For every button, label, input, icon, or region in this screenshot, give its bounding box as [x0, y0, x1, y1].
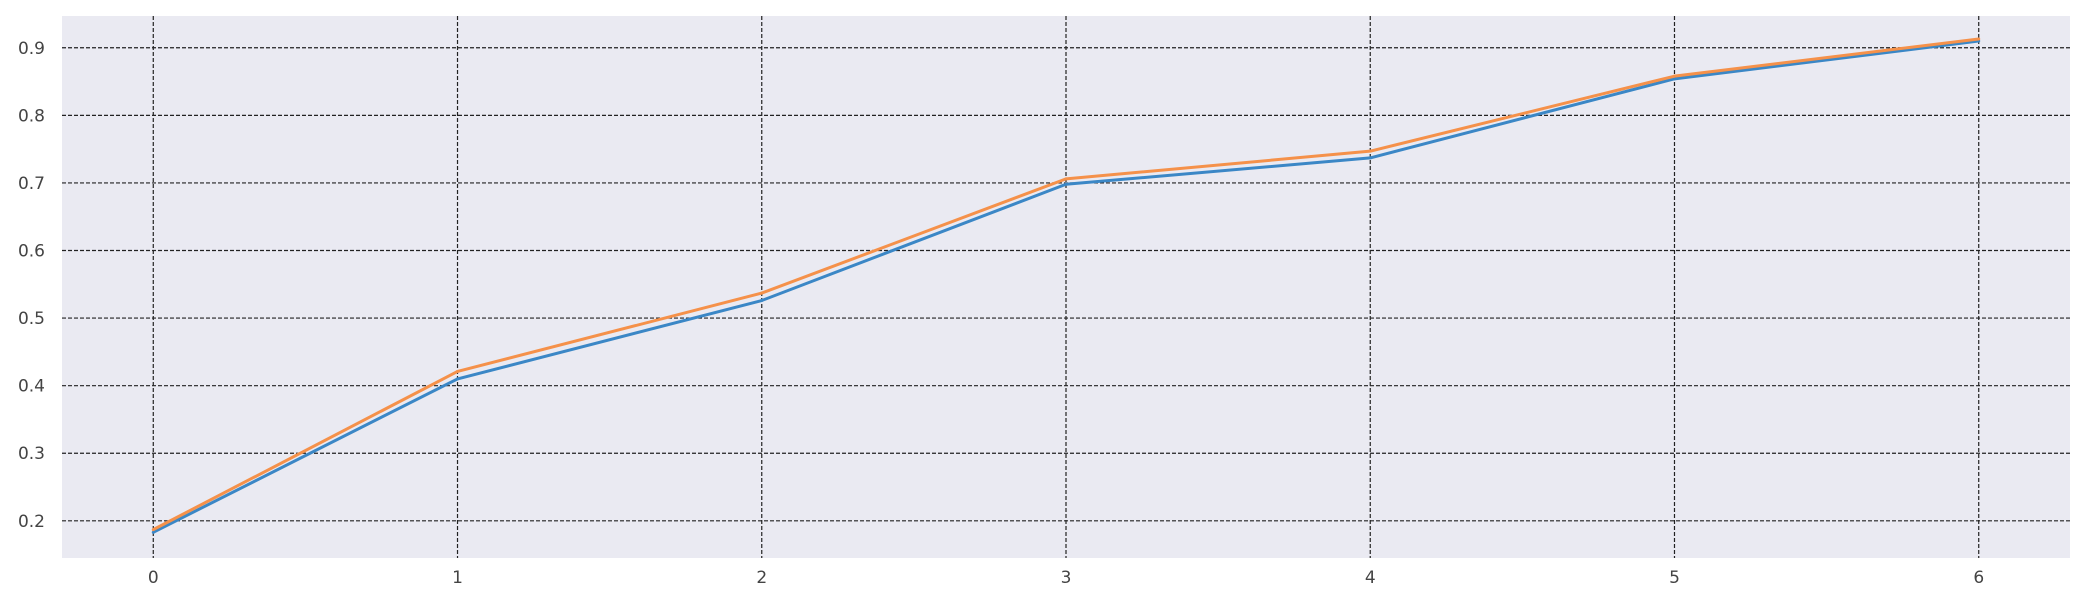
y-tick-label: 0.3 — [18, 444, 45, 464]
x-tick-label: 2 — [756, 568, 767, 588]
data-point — [1672, 74, 1676, 78]
data-point — [760, 291, 764, 295]
y-tick-label: 0.6 — [18, 242, 45, 262]
x-tick-label: 0 — [148, 568, 159, 588]
x-tick-label: 1 — [452, 568, 463, 588]
data-point — [1368, 156, 1372, 160]
x-tick-label: 5 — [1669, 568, 1680, 588]
series-2 — [151, 37, 1981, 532]
y-tick-label: 0.7 — [18, 174, 45, 194]
data-point — [760, 299, 764, 303]
x-tick-label: 3 — [1061, 568, 1072, 588]
series-lines — [151, 37, 1981, 534]
y-tick-label: 0.9 — [18, 39, 45, 59]
data-point — [1064, 177, 1068, 181]
data-point — [1977, 37, 1981, 41]
y-tick-label: 0.8 — [18, 106, 45, 126]
data-point — [1064, 182, 1068, 186]
x-tick-label: 6 — [1973, 568, 1984, 588]
data-point — [151, 528, 155, 532]
y-tick-label: 0.2 — [18, 512, 45, 532]
x-axis-tick-labels: 0 1 2 3 4 5 6 — [148, 568, 1984, 588]
data-point — [456, 377, 460, 381]
data-point — [151, 530, 155, 534]
data-point — [456, 369, 460, 373]
y-tick-label: 0.4 — [18, 377, 45, 397]
y-axis-tick-labels: 0.2 0.3 0.4 0.5 0.6 0.7 0.8 0.9 — [18, 39, 45, 532]
x-tick-label: 4 — [1365, 568, 1376, 588]
data-point — [1368, 149, 1372, 153]
data-point — [1672, 77, 1676, 81]
y-tick-label: 0.5 — [18, 309, 45, 329]
